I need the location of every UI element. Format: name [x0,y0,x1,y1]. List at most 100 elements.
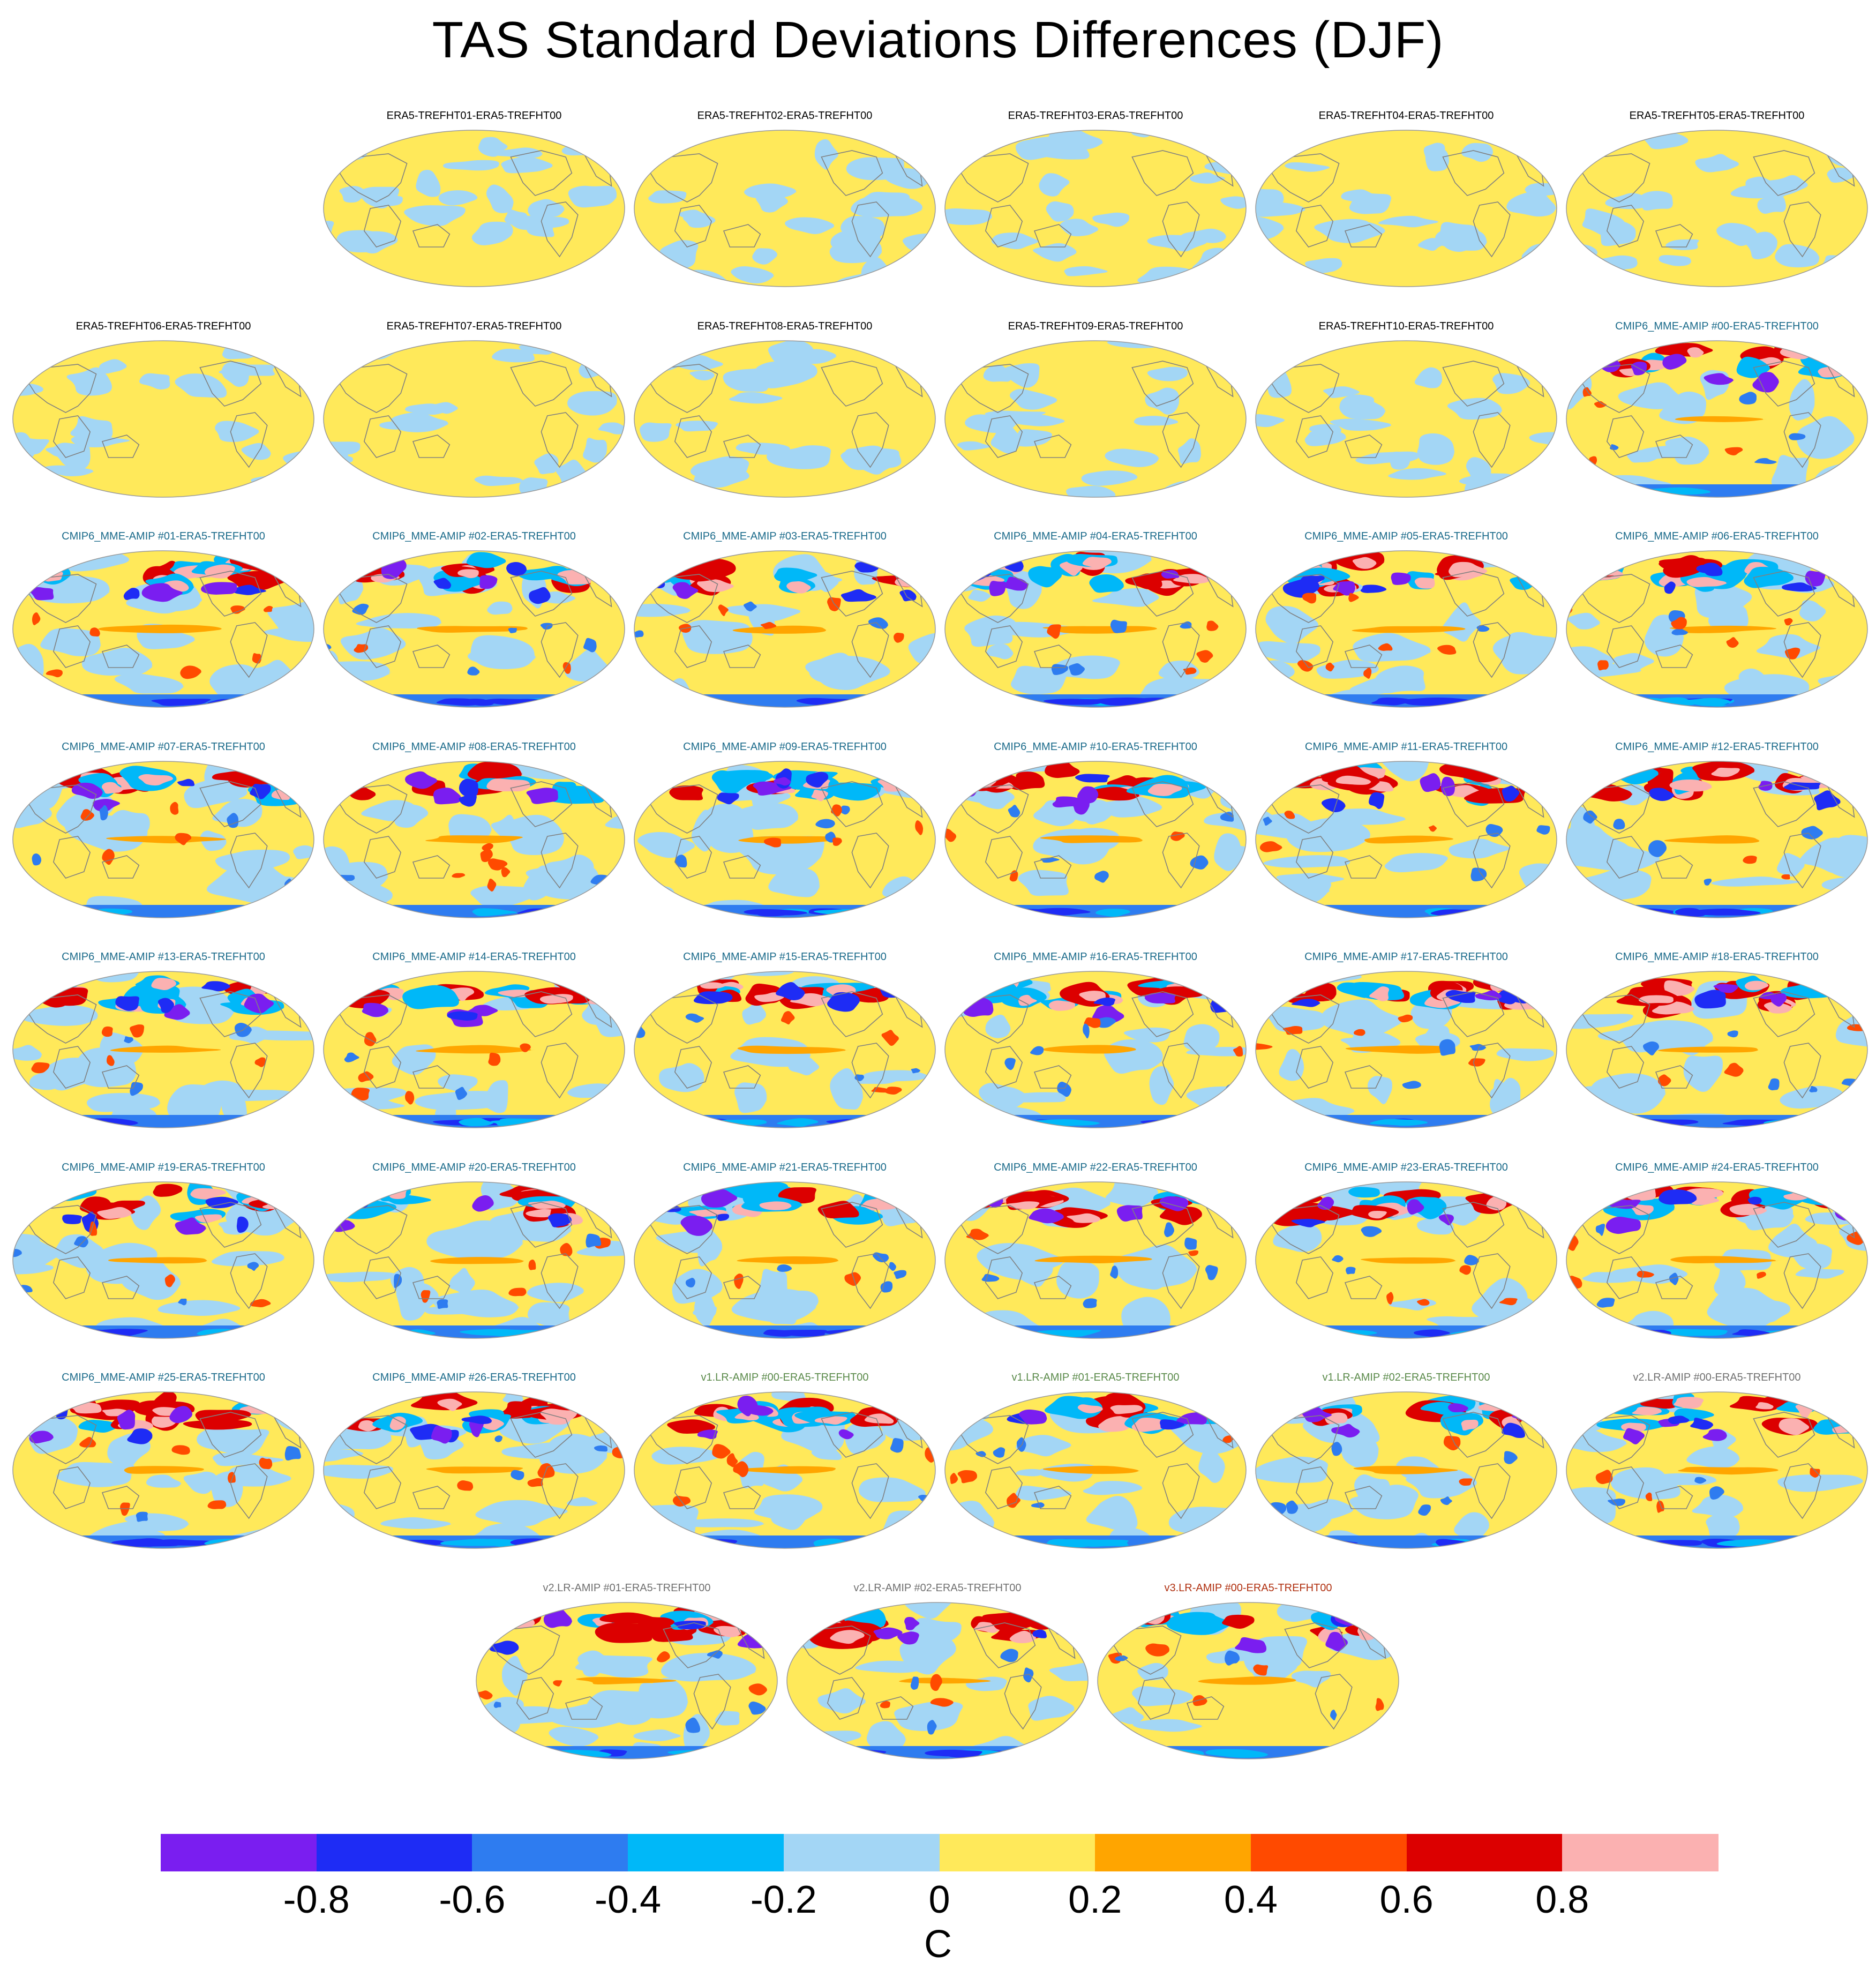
coastline [1344,224,1383,248]
negative-anomaly-patch [1083,799,1111,825]
high-latitude-patch [153,1184,183,1197]
southern-ocean-patch [374,1329,404,1337]
scattered-anomaly [844,1272,862,1286]
coastline [52,836,91,879]
coastline [1442,150,1505,196]
colorbar-swatch [1562,1834,1719,1871]
coastline [1162,1253,1200,1309]
strong-positive-patch [786,581,812,594]
strong-positive-patch [1131,1417,1166,1432]
coastline [1473,1043,1511,1099]
map-panel: v1.LR-AMIP #01-ERA5-TREFHT00 [943,1372,1248,1564]
coastline [1344,1486,1383,1509]
negative-anomaly-patch [1320,999,1408,1039]
southern-ocean-patch [1841,1119,1867,1126]
scattered-anomaly [1459,1478,1473,1486]
negative-anomaly-patch [1028,1696,1077,1721]
panel-title: CMIP6_MME-AMIP #25-ERA5-TREFHT00 [62,1372,265,1383]
strong-negative-patch [1176,1412,1207,1425]
negative-anomaly-patch [1285,162,1332,172]
negative-anomaly-patch [267,599,314,637]
map-plot [634,761,936,918]
coastline [1753,781,1815,827]
scattered-anomaly [1253,1664,1269,1676]
scattered-anomaly [1781,874,1790,880]
negative-anomaly-patch [1566,551,1586,586]
coastline [674,625,712,668]
negative-anomaly-patch [534,453,559,475]
panel-title: CMIP6_MME-AMIP #26-ERA5-TREFHT00 [372,1372,576,1383]
southern-ocean-patch [277,698,314,706]
scattered-anomaly [1206,620,1219,631]
southern-ocean-patch [1651,1540,1702,1546]
coastline [1473,833,1511,889]
coastline [1473,1463,1511,1519]
panel-title: CMIP6_MME-AMIP #03-ERA5-TREFHT00 [683,530,887,542]
map-panel: CMIP6_MME-AMIP #07-ERA5-TREFHT00 [11,741,316,934]
scattered-anomaly [1809,1085,1818,1092]
scattered-anomaly [171,1445,190,1455]
negative-anomaly-patch [1610,1467,1682,1500]
coastline [363,1466,402,1509]
map-panel: CMIP6_MME-AMIP #05-ERA5-TREFHT00 [1254,530,1559,723]
colorbar-tick-label: -0.4 [595,1878,662,1921]
scattered-anomaly [1536,825,1550,835]
high-latitude-patch [1799,764,1835,776]
scattered-anomaly [334,874,355,881]
negative-anomaly-patch [1435,228,1488,251]
panel-title: CMIP6_MME-AMIP #19-ERA5-TREFHT00 [62,1162,265,1173]
coastline [1295,205,1334,248]
coastline [101,1276,140,1299]
negative-anomaly-patch [634,1504,699,1545]
strong-negative-patch [841,589,879,602]
map-border [1566,550,1868,708]
negative-anomaly-patch [492,348,536,363]
map-panel: CMIP6_MME-AMIP #11-ERA5-TREFHT00 [1254,741,1559,934]
scattered-anomaly [1051,664,1069,675]
southern-ocean-patch [1498,1118,1525,1126]
map-plot [944,1181,1247,1339]
negative-anomaly-patch [1618,382,1682,409]
negative-anomaly-patch [56,1462,134,1487]
negative-anomaly-patch [765,1294,798,1325]
coastline [510,781,573,827]
map-panel: CMIP6_MME-AMIP #12-ERA5-TREFHT00 [1564,741,1870,934]
scattered-anomaly [1582,387,1592,397]
southern-ocean-patch [1500,1329,1531,1338]
high-latitude-patch [595,1623,654,1643]
scattered-anomaly [656,1651,671,1662]
map-panel: v1.LR-AMIP #00-ERA5-TREFHT00 [632,1372,937,1564]
negative-anomaly-patch [945,551,995,576]
map-border [1566,761,1868,918]
negative-anomaly-patch [1466,473,1522,497]
equatorial-positive-band [732,625,828,634]
high-latitude-patch [500,1401,533,1419]
coastline [510,1412,573,1458]
panel-title: CMIP6_MME-AMIP #22-ERA5-TREFHT00 [994,1162,1197,1173]
strong-negative-patch [1219,1189,1235,1206]
southern-ocean-patch [945,909,977,916]
negative-anomaly-patch [114,673,185,694]
negative-anomaly-patch [1609,1538,1637,1548]
scattered-anomaly [1263,817,1273,826]
negative-anomaly-patch [238,1030,314,1041]
map-border [12,1391,314,1549]
scattered-anomaly [1485,823,1504,837]
negative-anomaly-patch [814,1602,843,1616]
equatorial-positive-band [108,1257,208,1264]
coastline [851,1463,889,1519]
negative-anomaly-patch [1830,146,1867,164]
scattered-anomaly [1180,621,1192,629]
coastline [1606,205,1645,248]
map-panel: CMIP6_MME-AMIP #08-ERA5-TREFHT00 [321,741,627,934]
scattered-anomaly [1190,855,1209,870]
coastline [541,1253,579,1309]
negative-anomaly-patch [883,1510,935,1545]
coastline [1137,1677,1176,1720]
southern-ocean-patch [1476,697,1514,706]
coastline [1268,153,1340,203]
coastline [1162,1463,1200,1519]
scattered-anomaly [910,1676,919,1690]
equatorial-positive-band [1360,1257,1457,1264]
strong-negative-patch [1649,788,1675,802]
